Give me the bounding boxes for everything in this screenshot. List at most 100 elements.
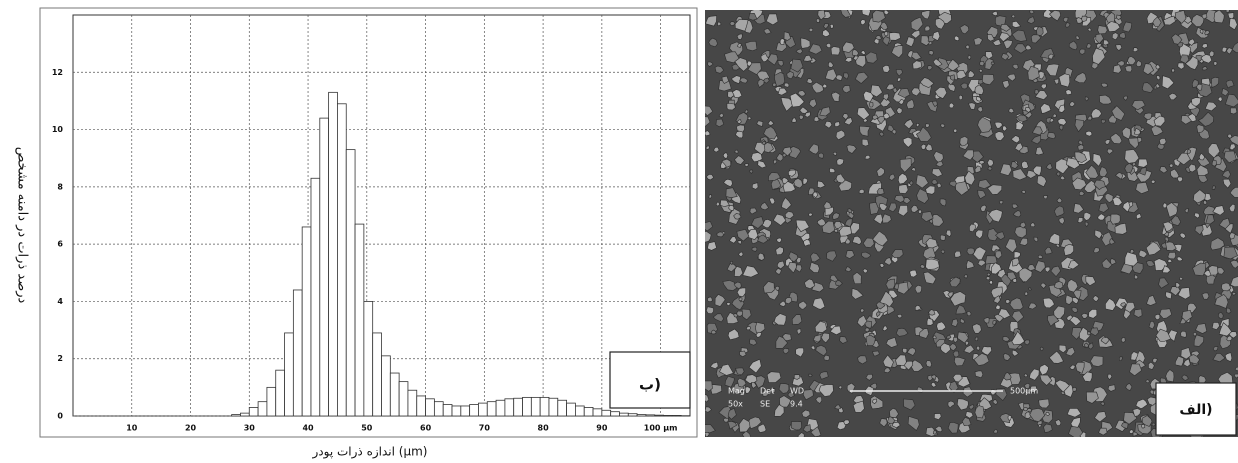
particle	[1116, 14, 1122, 21]
particle	[854, 71, 869, 84]
particle	[1124, 301, 1136, 313]
particle	[981, 74, 995, 86]
particle	[928, 219, 934, 224]
particle	[1001, 53, 1010, 61]
particle	[1043, 10, 1054, 19]
particle	[883, 10, 890, 16]
particle	[823, 201, 833, 209]
particle	[738, 251, 744, 258]
particle	[1049, 118, 1055, 123]
particle	[1141, 415, 1153, 427]
particle	[772, 82, 777, 87]
particle	[910, 166, 917, 172]
particle	[916, 122, 920, 128]
particle	[1167, 258, 1173, 264]
particle	[958, 94, 963, 101]
particle	[795, 48, 804, 55]
particle	[736, 287, 747, 297]
particle	[823, 23, 829, 30]
particle	[1092, 153, 1103, 167]
particle	[832, 151, 838, 156]
particle	[734, 19, 749, 32]
particle	[1085, 275, 1096, 287]
particle	[1158, 277, 1169, 289]
particle	[773, 313, 787, 326]
particle	[919, 264, 926, 269]
particle	[736, 310, 743, 317]
particle	[733, 213, 742, 220]
particle	[852, 235, 862, 245]
particle	[726, 102, 736, 111]
particle	[754, 321, 766, 334]
particle	[795, 219, 810, 233]
particle	[708, 194, 713, 199]
particle	[882, 36, 891, 46]
particle	[787, 262, 797, 274]
particle	[1145, 241, 1162, 256]
particle	[1212, 353, 1226, 363]
particle	[1014, 225, 1027, 239]
particle	[1230, 107, 1238, 115]
particle	[1088, 308, 1098, 319]
particle	[726, 302, 731, 306]
particle	[1012, 278, 1018, 283]
particle	[993, 314, 1004, 323]
particle	[876, 188, 885, 195]
particle	[1152, 357, 1158, 364]
particle	[950, 74, 956, 81]
particle	[955, 304, 967, 315]
particle	[932, 100, 938, 108]
particle	[826, 250, 837, 262]
particle	[975, 229, 984, 240]
particle	[977, 189, 987, 200]
particle	[742, 265, 759, 278]
particle	[1036, 175, 1047, 188]
particle	[977, 116, 992, 133]
bar	[513, 397, 523, 417]
particle	[1180, 347, 1192, 360]
particle	[1110, 132, 1123, 145]
info-text: 9.4	[790, 400, 803, 409]
particle	[977, 259, 987, 267]
particle	[870, 395, 884, 410]
particle	[1122, 21, 1133, 33]
particle	[735, 367, 745, 376]
particle	[1086, 391, 1099, 404]
particle	[942, 290, 952, 299]
particle	[720, 161, 727, 169]
particle	[1088, 342, 1094, 350]
particle	[727, 407, 737, 420]
particle	[1221, 87, 1230, 97]
particle	[843, 419, 850, 425]
bar	[592, 408, 603, 417]
particle	[748, 169, 754, 174]
sem-image	[705, 10, 1238, 437]
particle	[1148, 321, 1156, 330]
particle	[897, 281, 909, 295]
particle	[739, 350, 747, 358]
particle	[763, 281, 775, 294]
particle	[810, 426, 822, 437]
particle	[1228, 203, 1236, 213]
particle	[1019, 237, 1029, 246]
particle	[1095, 33, 1104, 45]
particle	[914, 304, 922, 311]
particle	[896, 314, 903, 319]
particle	[1071, 177, 1087, 191]
particle	[1066, 279, 1079, 293]
particle	[878, 131, 885, 137]
particle	[1229, 135, 1238, 146]
particle	[1228, 18, 1238, 31]
particle	[705, 15, 717, 27]
particle	[1167, 251, 1177, 260]
particle	[859, 125, 871, 137]
particle	[838, 385, 843, 390]
y-tick-label: 8	[57, 182, 63, 191]
particle	[790, 58, 804, 73]
particle	[808, 373, 813, 378]
particle	[990, 61, 995, 66]
particle	[790, 421, 802, 431]
particle	[953, 128, 958, 133]
particle	[1132, 408, 1142, 417]
